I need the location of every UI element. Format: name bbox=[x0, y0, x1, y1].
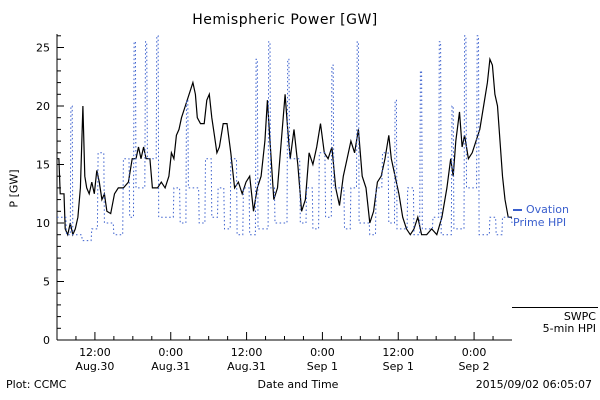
x-tick-time-label: 0:00 bbox=[158, 346, 183, 359]
y-tick-label: 20 bbox=[36, 100, 50, 113]
y-tick-label: 5 bbox=[43, 276, 50, 289]
x-tick-time-label: 12:00 bbox=[231, 346, 263, 359]
y-tick-label: 25 bbox=[36, 42, 50, 55]
plot-timestamp: 2015/09/02 06:05:07 bbox=[475, 378, 592, 391]
series-swpc-5min-hpi bbox=[57, 56, 512, 237]
x-axis-label: Date and Time bbox=[257, 378, 339, 391]
legend-ovation-line2: Prime HPI bbox=[513, 216, 567, 229]
ovation-line-sample-icon bbox=[513, 209, 522, 211]
x-tick-date-label: Sep 1 bbox=[307, 360, 338, 373]
x-tick-time-label: 0:00 bbox=[462, 346, 487, 359]
legend-swpc-line2: 5-min HPI bbox=[542, 322, 596, 335]
x-tick-time-label: 0:00 bbox=[310, 346, 335, 359]
legend-swpc: SWPC 5-min HPI bbox=[512, 311, 596, 335]
y-tick-label: 0 bbox=[43, 334, 50, 347]
x-tick-date-label: Aug.30 bbox=[75, 360, 114, 373]
x-tick-date-label: Sep 1 bbox=[383, 360, 414, 373]
y-axis-label: P [GW] bbox=[7, 169, 21, 208]
x-tick-date-label: Aug.31 bbox=[151, 360, 190, 373]
legend-ovation-line1: Ovation bbox=[526, 203, 569, 216]
plot-source-label: Plot: CCMC bbox=[6, 378, 67, 391]
x-tick-time-label: 12:00 bbox=[79, 346, 111, 359]
legend-swpc-line1: SWPC bbox=[563, 310, 596, 323]
x-tick-date-label: Aug.31 bbox=[227, 360, 266, 373]
y-tick-label: 15 bbox=[36, 159, 50, 172]
chart-title: Hemispheric Power [GW] bbox=[192, 12, 378, 28]
swpc-line-sample-icon bbox=[512, 307, 598, 308]
y-tick-label: 10 bbox=[36, 217, 50, 230]
x-tick-date-label: Sep 2 bbox=[458, 360, 489, 373]
series-ovation-prime-hpi bbox=[57, 35, 513, 242]
legend-ovation: Ovation Prime HPI bbox=[513, 203, 599, 229]
x-tick-time-label: 12:00 bbox=[382, 346, 414, 359]
